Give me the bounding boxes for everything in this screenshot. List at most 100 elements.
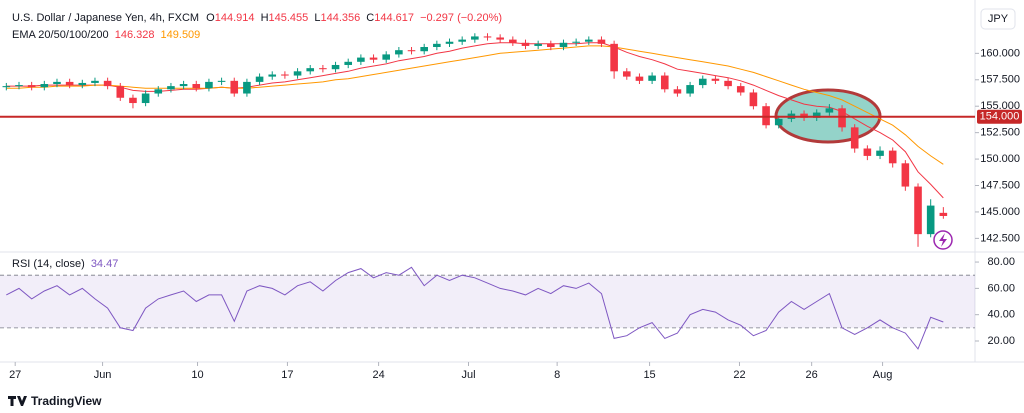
candle-body (850, 127, 859, 149)
rsi-tick-label: 40.00 (987, 309, 1015, 321)
candle-body (293, 71, 302, 76)
field-label: C (366, 12, 374, 24)
candle-body (547, 43, 555, 48)
open-value: 144.914 (215, 12, 255, 24)
candle-body (622, 71, 631, 77)
rsi-line (6, 266, 944, 350)
rsi-tick-label: 60.00 (987, 282, 1015, 294)
candle-body (698, 78, 707, 86)
candle-body (749, 92, 758, 107)
time-tick-label: 27 (9, 369, 21, 381)
candle-body (407, 50, 416, 52)
candle-body (205, 81, 213, 89)
ema-line (6, 45, 944, 165)
time-tick-label: 26 (806, 369, 818, 381)
time-tick-label: 8 (554, 369, 560, 381)
candle-body (838, 108, 846, 128)
price-tick-label: 147.500 (980, 179, 1020, 191)
time-tick-label: Jun (94, 369, 112, 381)
candle-body (534, 43, 542, 46)
candle-body (825, 108, 834, 113)
candle-body (660, 75, 669, 90)
candle-body (433, 43, 441, 48)
candle-body (103, 80, 112, 87)
chart-header: U.S. Dollar / Japanese Yen, 4h, FXCM O14… (12, 12, 502, 24)
candle-body (217, 80, 226, 82)
close-value: 144.617 (374, 12, 414, 24)
price-tick-label: 155.000 (980, 100, 1020, 112)
rsi-tick-label: 80.00 (987, 256, 1015, 268)
time-tick-label: 10 (191, 369, 203, 381)
rsi-value: 34.47 (91, 258, 119, 270)
candle-body (2, 86, 11, 88)
candle-body (53, 81, 61, 85)
ema-line (6, 42, 944, 199)
candle-body (509, 39, 517, 43)
candle-body (483, 36, 492, 38)
candle-body (27, 85, 36, 88)
candle-body (901, 163, 910, 187)
candle-body (812, 112, 821, 118)
indicator-header: EMA 20/50/100/200 146.328 149.509 (12, 29, 200, 41)
candle-body (926, 205, 935, 235)
candle-body (610, 43, 618, 72)
alert-icon-bolt (939, 233, 947, 247)
price-tick-label: 150.000 (980, 153, 1020, 165)
candle-body (255, 76, 264, 82)
candle-body (141, 93, 150, 104)
candle-body (585, 39, 593, 42)
ema50-value: 149.509 (161, 29, 201, 41)
candle-body (154, 89, 163, 94)
chart-title: U.S. Dollar / Japanese Yen, 4h, FXCM (12, 12, 199, 24)
candle-body (243, 81, 251, 94)
field-label: O (206, 12, 215, 24)
candle-body (736, 86, 745, 93)
time-tick-label: Jul (461, 369, 475, 381)
candle-body (91, 80, 99, 83)
candle-body (572, 41, 580, 43)
candle-body (762, 106, 770, 126)
price-tick-label: 142.500 (980, 232, 1020, 244)
candle-body (774, 118, 783, 126)
candle-body (686, 85, 694, 94)
candle-body (382, 54, 390, 60)
candle-body (395, 50, 403, 55)
candle-body (914, 186, 922, 235)
candle-body (673, 89, 682, 94)
candle-body (724, 80, 732, 87)
candle-body (179, 84, 188, 87)
price-tick-label: 152.500 (980, 127, 1020, 139)
candle-body (192, 84, 201, 89)
field-label: H (261, 12, 269, 24)
price-tick-label: 157.500 (980, 74, 1020, 86)
candle-body (129, 97, 137, 104)
candle-body (357, 57, 365, 62)
price-tick-label: 145.000 (980, 206, 1020, 218)
high-value: 145.455 (269, 12, 309, 24)
candle-body (230, 80, 239, 94)
grid-layer (0, 52, 979, 366)
rsi-label: RSI (14, close) (12, 258, 85, 270)
level-label: 154.000 (980, 111, 1020, 123)
currency-box[interactable] (980, 8, 1016, 30)
time-tick-label: 17 (281, 369, 293, 381)
candle-body (268, 74, 277, 77)
candle-body (15, 85, 23, 87)
candle-body (306, 68, 315, 72)
candle-body (711, 78, 720, 81)
ema20-value: 146.328 (115, 29, 155, 41)
candle-body (559, 42, 568, 48)
logo-mark (8, 396, 27, 406)
candle-body (876, 150, 884, 156)
footer-logo (8, 396, 27, 406)
candle-body (863, 148, 872, 156)
footer-brand: TradingView (31, 394, 102, 408)
field-label: L (314, 12, 320, 24)
candle-body (344, 61, 353, 65)
candle-body (167, 86, 175, 90)
candle-body (648, 75, 656, 81)
candle-body (116, 86, 125, 98)
time-tick-label: 15 (643, 369, 655, 381)
